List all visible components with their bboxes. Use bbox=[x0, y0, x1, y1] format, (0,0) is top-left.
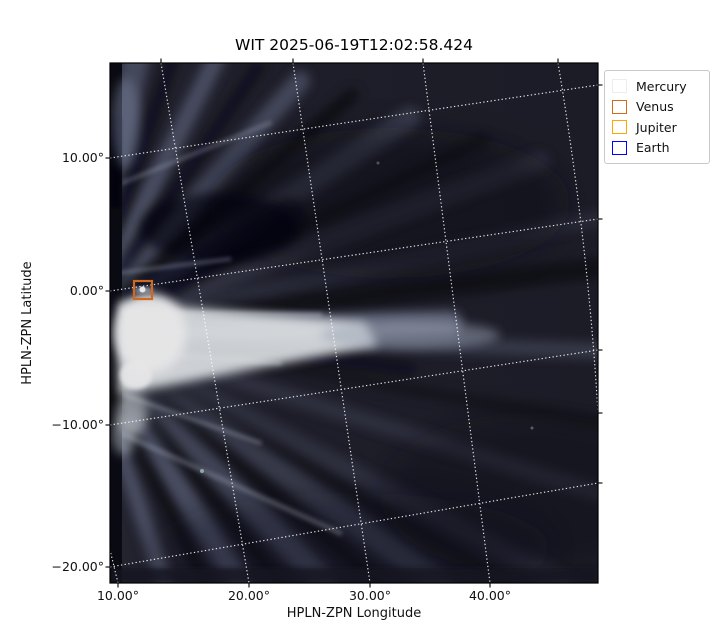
venus-marker bbox=[132, 279, 154, 301]
x-tick-label-30: 30.00° bbox=[348, 588, 392, 603]
coordinate-grid bbox=[110, 63, 598, 583]
y-tick-label-10: 10.00° bbox=[61, 150, 104, 165]
grid-line-lat-m10 bbox=[110, 349, 598, 426]
stars bbox=[200, 161, 534, 473]
x-tick-label-10: 10.00° bbox=[96, 588, 140, 603]
x-tick-label-40: 40.00° bbox=[468, 588, 512, 603]
legend-label-venus: Venus bbox=[636, 99, 674, 115]
jupiter-marker-icon bbox=[612, 120, 627, 135]
earth-marker-icon bbox=[612, 140, 627, 155]
legend-item-jupiter: Jupiter bbox=[612, 117, 701, 138]
y-tick-label-0: 0.00° bbox=[69, 283, 104, 298]
bottom-dark-band bbox=[110, 568, 598, 583]
grid-line-lat-0 bbox=[110, 218, 598, 292]
grid-line-lon-30 bbox=[292, 63, 371, 583]
legend-label-earth: Earth bbox=[636, 140, 670, 156]
plot-frame bbox=[109, 62, 599, 584]
grid-line-lat-m20 bbox=[110, 482, 598, 568]
legend: Mercury Venus Jupiter Earth bbox=[604, 70, 710, 164]
y-tick-label-m10: −10.00° bbox=[51, 417, 104, 432]
x-tick-label-20: 20.00° bbox=[227, 588, 271, 603]
grid-line-lon-50 bbox=[557, 63, 598, 414]
mercury-marker-icon bbox=[612, 79, 627, 94]
grid-line-lon-40 bbox=[422, 63, 491, 583]
dark-regions bbox=[140, 128, 598, 583]
venus-dot bbox=[133, 286, 153, 293]
x-axis-label: HPLN-ZPN Longitude bbox=[286, 606, 422, 621]
y-tick-label-m20: −20.00° bbox=[51, 559, 104, 574]
venus-marker-icon bbox=[612, 99, 627, 114]
grid-line-lat-10 bbox=[110, 84, 598, 159]
legend-label-jupiter: Jupiter bbox=[636, 119, 677, 135]
y-axis-label: HPLN-ZPN Latitude bbox=[20, 261, 35, 385]
axis-ticks bbox=[105, 58, 603, 588]
legend-item-venus: Venus bbox=[612, 97, 701, 118]
grid-line-lon-20 bbox=[160, 63, 250, 583]
legend-label-mercury: Mercury bbox=[636, 78, 687, 94]
heliospheric-image bbox=[110, 63, 598, 583]
legend-item-earth: Earth bbox=[612, 138, 701, 159]
bright-core bbox=[112, 78, 500, 455]
tint-overlay bbox=[110, 63, 598, 583]
legend-item-mercury: Mercury bbox=[612, 76, 701, 97]
plot-title: WIT 2025-06-19T12:02:58.424 bbox=[235, 36, 473, 54]
